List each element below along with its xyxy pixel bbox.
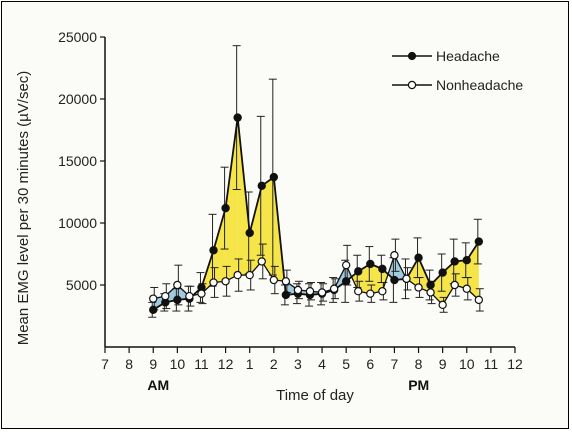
nonheadache-point: [245, 270, 254, 280]
nonheadache-point: [281, 277, 291, 286]
x-tick-label: 2: [270, 356, 278, 372]
headache-point: [281, 290, 291, 300]
nonheadache-point: [233, 270, 242, 280]
legend: Headache Nonheadache: [392, 48, 523, 93]
headache-point: [474, 237, 484, 246]
nonheadache-point: [305, 287, 315, 296]
x-tick-label: 9: [439, 356, 447, 372]
headache-point: [233, 113, 242, 122]
x-tick-label: 12: [507, 356, 523, 372]
x-annotation-pm: PM: [408, 377, 429, 393]
legend-nonheadache-label: Nonheadache: [436, 77, 523, 93]
x-tick-label: 12: [218, 356, 234, 372]
nonheadache-point: [209, 278, 218, 287]
headache-point: [378, 264, 387, 274]
fill-segment: [430, 272, 443, 305]
headache-point: [450, 257, 459, 266]
nonheadache-point: [414, 283, 423, 292]
legend-nonheadache-marker: [407, 80, 417, 90]
nonheadache-point: [329, 284, 339, 293]
y-tick-label: 15000: [58, 153, 97, 169]
headache-point: [438, 268, 447, 277]
x-tick-label: 11: [194, 356, 209, 372]
nonheadache-point: [317, 288, 327, 297]
headache-point: [221, 203, 230, 213]
fill-segment: [249, 185, 262, 276]
x-tick-label: 11: [484, 356, 499, 372]
fill-segment: [454, 260, 467, 289]
nonheadache-point: [341, 260, 351, 270]
nonheadache-point: [390, 251, 399, 260]
nonheadache-point: [378, 287, 387, 296]
legend-headache-label: Headache: [436, 48, 500, 64]
nonheadache-series-line: [153, 253, 480, 306]
headache-point: [257, 181, 266, 190]
y-tick-label: 25000: [58, 29, 97, 45]
headache-point: [366, 259, 375, 269]
headache-point: [173, 295, 182, 305]
nonheadache-point: [426, 288, 435, 297]
x-tick-label: 6: [366, 356, 374, 372]
nonheadache-point: [197, 289, 206, 298]
nonheadache-point: [149, 294, 158, 303]
nonheadache-point: [450, 280, 459, 290]
headache-point: [426, 280, 435, 290]
x-tick-label: 3: [294, 356, 302, 372]
legend-headache-marker: [407, 51, 417, 61]
nonheadache-point: [293, 285, 303, 295]
x-tick-label: 5: [342, 356, 350, 372]
x-axis-title: Time of day: [276, 387, 354, 404]
fill-segment: [225, 117, 238, 282]
nonheadache-point: [257, 257, 266, 266]
nonheadache-point: [161, 291, 170, 301]
headache-point: [414, 253, 423, 262]
x-tick-label: 8: [415, 356, 423, 372]
nonheadache-point: [366, 289, 375, 298]
nonheadache-point: [438, 300, 447, 310]
x-tick-label: 9: [149, 356, 157, 372]
series-line-layer: [152, 117, 480, 311]
x-annotation-am: AM: [147, 377, 169, 393]
headache-point: [462, 256, 471, 265]
x-tick-label: 10: [459, 356, 475, 372]
x-tick-label: 10: [170, 356, 186, 372]
fill-segment: [213, 208, 226, 283]
fill-segment: [261, 177, 274, 281]
y-axis-title: Mean EMG level per 30 minutes (µV/sec): [15, 71, 32, 346]
nonheadache-point: [474, 295, 484, 305]
headache-point: [149, 305, 158, 314]
axes-layer: [100, 36, 516, 353]
nonheadache-point: [269, 275, 279, 285]
headache-point: [209, 246, 218, 255]
nonheadache-point: [221, 277, 230, 286]
headache-series-line: [152, 117, 480, 311]
x-tick-label: 1: [246, 356, 254, 372]
y-tick-label: 20000: [58, 91, 97, 107]
headache-point: [341, 277, 351, 286]
series-point-layer: [149, 113, 484, 314]
nonheadache-point: [185, 291, 194, 301]
x-tick-label: 8: [125, 356, 133, 372]
nonheadache-point: [354, 287, 363, 296]
nonheadache-point: [462, 284, 471, 293]
headache-point: [269, 172, 279, 182]
error-bar-layer: [148, 45, 484, 318]
x-tick-label: 4: [318, 356, 326, 372]
x-tick-label: 7: [101, 356, 109, 372]
nonheadache-point: [402, 274, 411, 283]
headache-point: [390, 275, 399, 285]
x-tick-label: 7: [391, 356, 399, 372]
y-tick-label: 10000: [58, 215, 97, 231]
y-tick-label: 5000: [66, 277, 97, 293]
headache-point: [354, 267, 363, 276]
headache-point: [245, 228, 254, 238]
nonheadache-point: [173, 280, 182, 290]
